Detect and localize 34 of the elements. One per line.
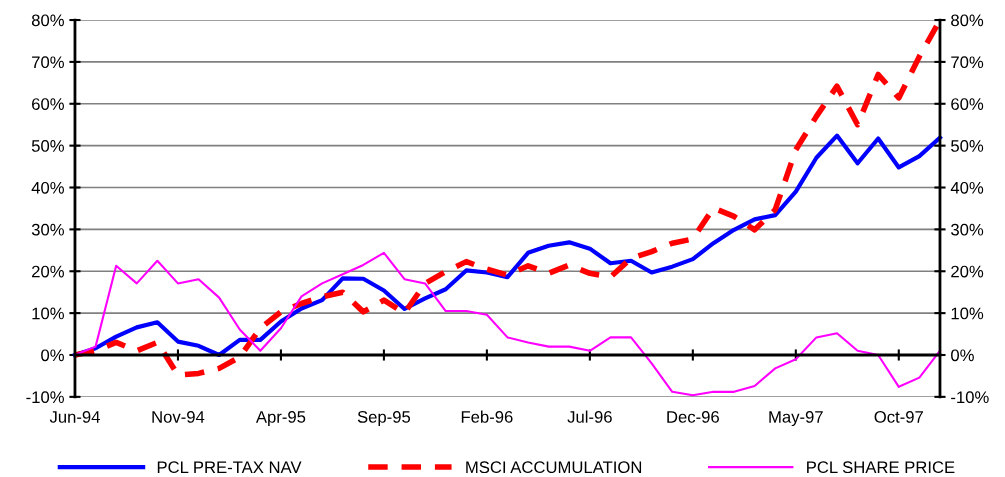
y2-tick-label: 70% <box>951 56 984 69</box>
y2-tick-label: 20% <box>951 265 984 278</box>
x-tick-label: Dec-96 <box>667 410 719 423</box>
x-tick-label: Apr-95 <box>255 410 306 427</box>
y2-tick-label: 10% <box>951 307 984 320</box>
y2-tick-label: 60% <box>951 98 984 110</box>
x-tick-label: Oct-97 <box>874 410 923 423</box>
x-tick-label: Jun-94 <box>49 410 100 423</box>
x-tick-label: Nov-94 <box>152 410 205 423</box>
legend-label: MSCI ACCUMULATION <box>466 461 642 474</box>
x-tick-label: Sep-95 <box>357 410 411 427</box>
y2-tick-label: 80% <box>951 14 984 27</box>
y-tick-label: 10% <box>32 307 64 320</box>
y2-tick-label: -10% <box>951 391 989 404</box>
y-tick-label: 20% <box>32 265 64 278</box>
y-tick-label: 50% <box>31 140 64 152</box>
legend-label: PCL PRE-TAX NAV <box>157 461 302 474</box>
y2-tick-label: 50% <box>951 140 984 152</box>
line-series <box>72 133 943 358</box>
y2-tick-label: 40% <box>950 181 984 194</box>
y-tick-label: 30% <box>31 223 64 236</box>
y2-tick-label: 0% <box>951 349 974 362</box>
x-tick-label: May-97 <box>769 410 823 427</box>
y-tick-label: 80% <box>31 14 64 27</box>
x-tick-label: Feb-96 <box>461 410 513 423</box>
x-tick-label: Jul-96 <box>567 410 612 423</box>
y2-tick-label: 30% <box>951 223 984 236</box>
line-series <box>73 251 942 397</box>
legend-label: PCL SHARE PRICE <box>807 461 955 474</box>
y-tick-label: -10% <box>26 391 64 404</box>
y-tick-label: 70% <box>32 56 64 69</box>
y-tick-label: 0% <box>41 349 64 362</box>
y-tick-label: 40% <box>31 181 64 194</box>
y-tick-label: 60% <box>32 98 64 110</box>
